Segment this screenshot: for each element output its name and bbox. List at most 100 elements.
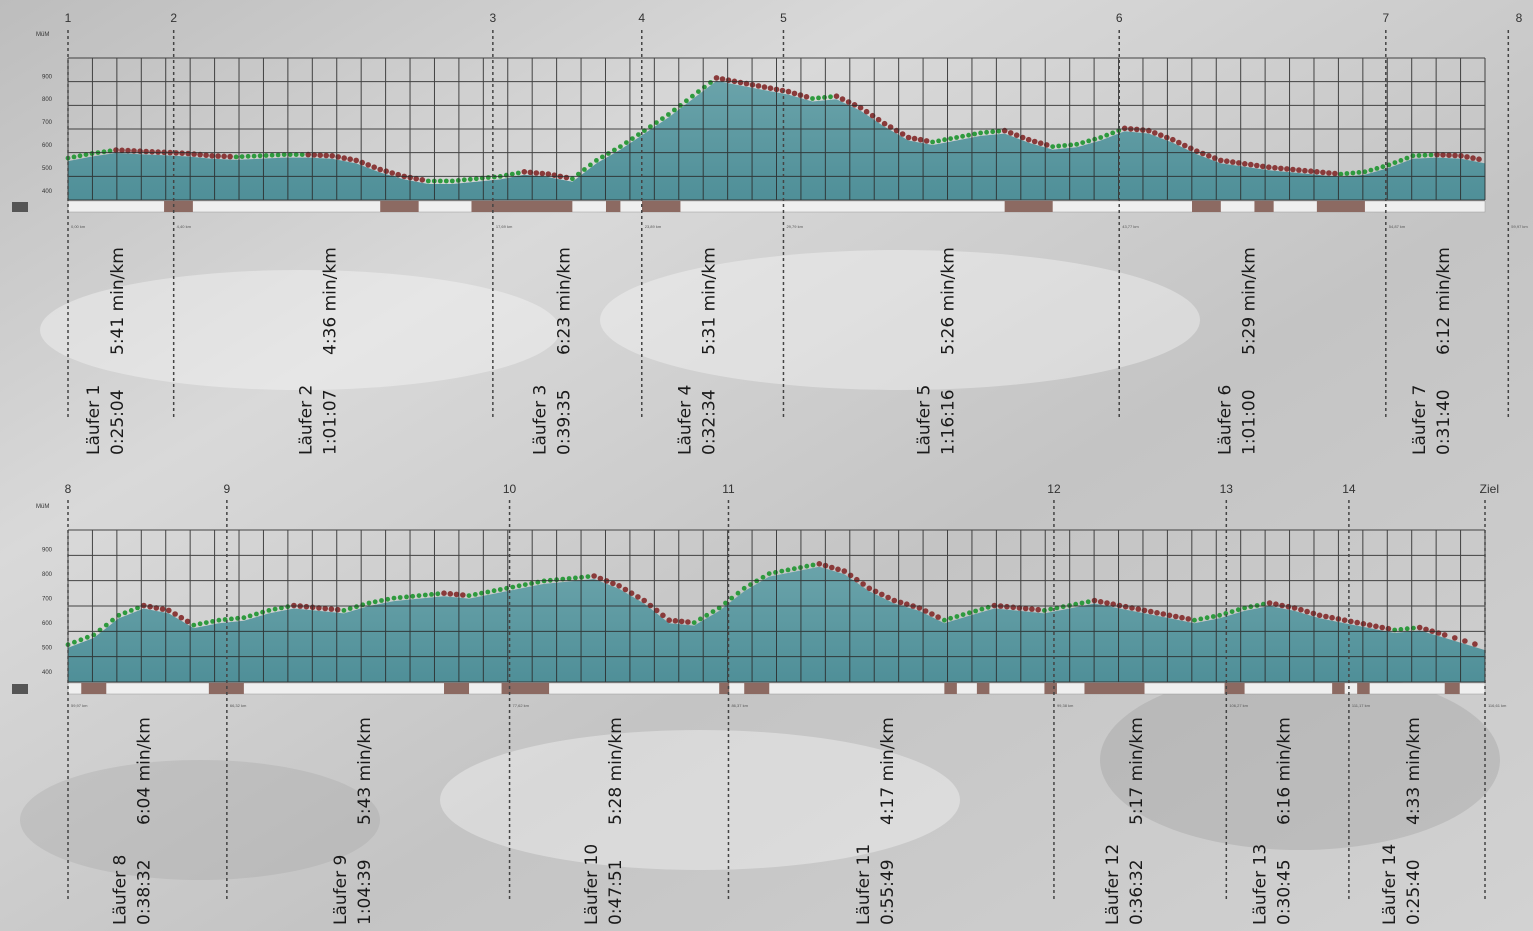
road-segment — [944, 683, 957, 694]
gradient-marker — [678, 618, 685, 625]
gradient-marker — [1248, 604, 1254, 610]
gradient-marker — [860, 581, 866, 587]
gradient-marker — [563, 174, 570, 181]
stage-13: 13 106,27 km Läufer 13 0:30:45 6:16 min/km — [1220, 482, 1295, 925]
gradient-marker — [847, 572, 854, 579]
runner-time: 1:01:00 — [1240, 389, 1260, 455]
runner-block: Läufer 9 1:04:39 5:43 min/km — [331, 717, 375, 925]
gradient-marker — [323, 152, 330, 159]
gradient-marker — [379, 598, 384, 603]
gradient-marker — [1110, 130, 1116, 136]
gradient-marker — [866, 585, 873, 592]
gradient-marker — [1074, 141, 1080, 147]
gradient-marker — [654, 120, 659, 125]
stage-number: 6 — [1116, 11, 1123, 25]
gradient-marker — [872, 588, 879, 595]
runner-time: 0:32:34 — [700, 389, 720, 455]
road-segment — [1254, 201, 1274, 212]
gradient-marker — [954, 135, 959, 140]
gradient-marker — [1392, 160, 1398, 166]
gradient-marker — [1042, 608, 1047, 613]
gradient-marker — [293, 152, 299, 158]
gradient-marker — [359, 159, 366, 166]
gradient-marker — [334, 606, 341, 613]
road-segment — [1084, 683, 1145, 694]
gradient-marker — [833, 93, 840, 99]
gradient-marker — [147, 603, 153, 610]
gradient-marker — [510, 584, 516, 590]
road-segment — [1357, 683, 1370, 694]
runner-name: Läufer 13 — [1251, 844, 1271, 925]
gradient-marker — [1338, 171, 1344, 177]
runner-time: 0:38:32 — [134, 859, 154, 925]
gradient-marker — [1434, 151, 1440, 158]
gradient-marker — [660, 612, 666, 619]
gradient-marker — [1224, 158, 1230, 164]
gradient-marker — [588, 162, 593, 168]
gradient-marker — [101, 149, 107, 155]
gradient-marker — [960, 612, 966, 617]
runner-block: Läufer 12 0:36:32 5:17 min/km — [1103, 717, 1147, 925]
gradient-marker — [410, 593, 416, 599]
gradient-marker — [979, 606, 985, 612]
gradient-marker — [1326, 170, 1332, 176]
gradient-marker — [1200, 150, 1206, 157]
gradient-marker — [1290, 166, 1296, 173]
gradient-marker — [948, 615, 953, 621]
runner-pace: 4:17 min/km — [878, 717, 898, 825]
gradient-marker — [166, 607, 172, 614]
gradient-marker — [1356, 170, 1362, 175]
gradient-marker — [1204, 615, 1210, 621]
y-tick-label: 900 — [42, 74, 53, 80]
gradient-marker — [1341, 617, 1348, 623]
gradient-marker — [704, 612, 710, 618]
road-segment — [1044, 683, 1057, 694]
runner-pace: 5:17 min/km — [1127, 717, 1147, 825]
gradient-marker — [917, 136, 924, 143]
runner-pace: 4:36 min/km — [320, 247, 340, 355]
runner-block: Läufer 1 0:25:04 5:41 min/km — [84, 247, 128, 455]
gradient-marker — [845, 99, 852, 105]
gradient-marker — [1229, 609, 1235, 614]
gradient-marker — [299, 152, 305, 158]
gradient-marker — [570, 176, 575, 182]
gradient-marker — [372, 599, 378, 605]
gradient-marker — [1379, 624, 1385, 631]
runner-name: Läufer 10 — [582, 844, 602, 925]
gradient-marker — [879, 591, 885, 598]
road-segment — [81, 683, 107, 694]
gradient-marker — [1152, 130, 1158, 136]
runner-name: Läufer 5 — [914, 385, 934, 455]
gradient-marker — [1122, 603, 1129, 610]
gradient-marker — [785, 88, 792, 95]
gradient-marker — [472, 592, 478, 597]
gradient-marker — [1230, 159, 1236, 165]
gradient-marker — [366, 600, 372, 606]
y-tick-label: 600 — [42, 143, 53, 149]
sponsor-logo-mark — [12, 684, 28, 694]
gradient-marker — [1043, 142, 1050, 148]
stage-km-label: 59,97 km — [71, 703, 88, 708]
gradient-marker — [1278, 165, 1284, 172]
gradient-marker — [385, 596, 391, 602]
gradient-marker — [422, 592, 428, 598]
gradient-marker — [437, 178, 443, 184]
gradient-marker — [1031, 138, 1038, 145]
gradient-marker — [1080, 140, 1086, 146]
gradient-marker — [341, 608, 347, 613]
gradient-marker — [516, 583, 522, 589]
gradient-marker — [1054, 605, 1060, 611]
gradient-marker — [509, 171, 515, 177]
gradient-marker — [967, 610, 972, 616]
gradient-marker — [905, 134, 912, 141]
runner-pace: 5:41 min/km — [108, 247, 128, 355]
stage-number: Ziel — [1480, 482, 1499, 496]
gradient-marker — [241, 615, 247, 621]
stage-8: 8 59,97 km Läufer 8 0:38:32 6:04 min/km — [65, 482, 155, 925]
runner-time: 0:25:40 — [1404, 859, 1424, 925]
runner-time: 0:25:04 — [108, 389, 128, 455]
gradient-marker — [875, 116, 882, 123]
gradient-marker — [425, 178, 431, 184]
gradient-marker — [779, 568, 785, 574]
